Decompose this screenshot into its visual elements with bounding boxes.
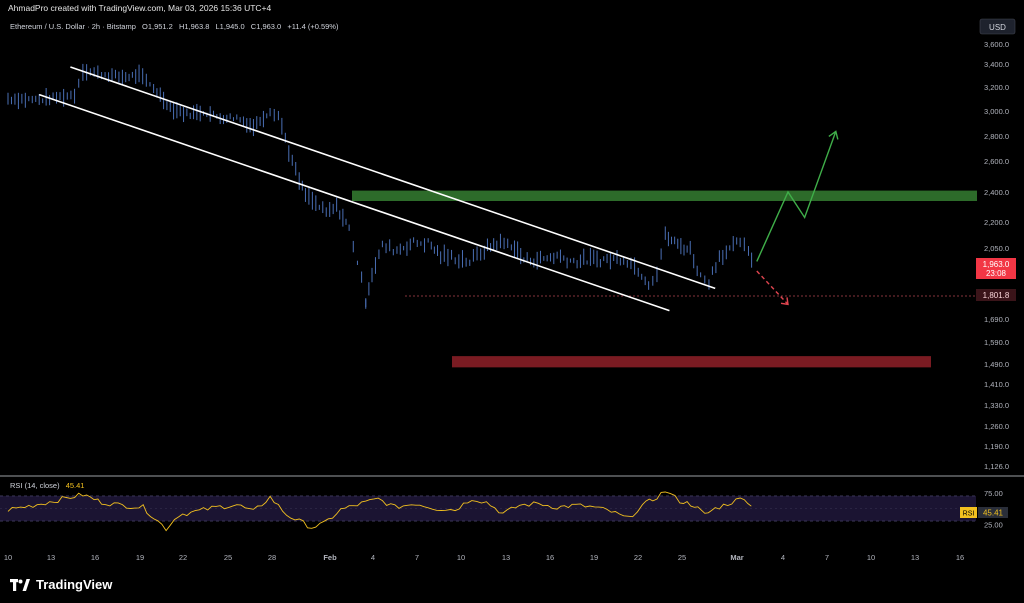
rsi-tick-0: 75.00 [984,489,1003,498]
price-tick-1: 3,400.0 [984,60,1009,69]
support-price-label: 1,801.8 [983,291,1010,300]
price-tick-11: 1,490.0 [984,360,1009,369]
rsi-badge-value: 45.41 [983,509,1004,518]
countdown-label: 23:08 [986,269,1007,278]
rsi-title: RSI (14, close) [10,481,60,490]
tradingview-logo-icon [10,578,30,591]
open-label: O [142,22,148,31]
price-tick-3: 3,000.0 [984,107,1009,116]
bullish-arrowhead [828,130,839,140]
change-value: +11.4 (+0.59%) [287,22,339,31]
time-tick-8: 4 [371,553,375,562]
time-tick-13: 19 [590,553,598,562]
low-label: L [215,22,219,31]
rsi-band [0,495,976,522]
chart-canvas[interactable]: Ethereum / U.S. Dollar · 2h · Bitstamp O… [0,16,1024,566]
channel-lower-line[interactable] [38,93,670,312]
time-tick-2: 16 [91,553,99,562]
rsi-axis[interactable]: 75.00 25.00 [984,489,1003,530]
time-tick-9: 7 [415,553,419,562]
time-axis[interactable]: 10 13 16 19 22 25 28 Feb 4 7 10 13 16 19 22 25 Mar 4 7 10 13… [4,553,964,562]
high-value: 1,963.8 [184,22,209,31]
ohlc-legend: Ethereum / U.S. Dollar · 2h · Bitstamp O… [10,22,339,31]
price-tick-16: 1,126.0 [984,462,1009,471]
current-price-tag: 1,963.0 23:08 [976,258,1016,279]
price-tick-10: 1,590.0 [984,338,1009,347]
price-tick-7: 2,200.0 [984,218,1009,227]
rsi-badge-label: RSI [963,511,975,518]
rsi-legend-value: 45.41 [66,481,85,490]
time-tick-15: 25 [678,553,686,562]
price-tick-14: 1,260.0 [984,422,1009,431]
price-tick-6: 2,400.0 [984,188,1009,197]
rsi-line [7,491,752,532]
footer-brand: TradingView [36,577,113,592]
rsi-value-tag: RSI 45.41 [960,507,1008,518]
time-tick-4: 22 [179,553,187,562]
time-tick-19: 10 [867,553,875,562]
price-axis[interactable]: 3,600.0 3,400.0 3,200.0 3,000.0 2,800.0 2,600… [984,40,1009,471]
time-tick-11: 13 [502,553,510,562]
resistance-zone [352,190,977,201]
rsi-pane: RSI (14, close) 45.41 75.00 25.00 RSI 45.… [0,481,1008,532]
time-tick-5: 25 [224,553,232,562]
price-pane: Ethereum / U.S. Dollar · 2h · Bitstamp O… [0,16,1024,476]
price-tick-2: 3,200.0 [984,83,1009,92]
price-tick-12: 1,410.0 [984,380,1009,389]
high-label: H [179,22,184,31]
resistance-zone-rect[interactable] [352,190,977,201]
price-tick-13: 1,330.0 [984,401,1009,410]
time-tick-21: 16 [956,553,964,562]
currency-label: USD [989,23,1006,32]
channel-upper-line[interactable] [70,66,716,290]
low-value: 1,945.0 [220,22,245,31]
time-tick-3: 19 [136,553,144,562]
time-tick-1: 13 [47,553,55,562]
time-tick-17: 4 [781,553,785,562]
bullish-projection-arrow[interactable] [756,131,837,262]
close-value: 1,963.0 [256,22,281,31]
time-tick-16: Mar [730,553,743,562]
support-zone [452,356,931,368]
support-price-tag: 1,801.8 [976,289,1016,301]
currency-button[interactable]: USD [979,18,1016,35]
rsi-legend: RSI (14, close) 45.41 [10,481,84,490]
time-tick-6: 28 [268,553,276,562]
time-tick-7: Feb [323,553,337,562]
rsi-tick-1: 25.00 [984,520,1003,529]
price-tick-8: 2,050.0 [984,244,1009,253]
price-tick-5: 2,600.0 [984,157,1009,166]
close-label: C [251,22,257,31]
time-tick-0: 10 [4,553,12,562]
support-zone-rect[interactable] [452,356,931,368]
bearish-arrowhead [780,297,789,306]
price-tick-4: 2,800.0 [984,132,1009,141]
chart-caption: AhmadPro created with TradingView.com, M… [8,3,272,13]
price-tick-0: 3,600.0 [984,40,1009,49]
symbol-name: Ethereum / U.S. Dollar · 2h · Bitstamp [10,22,136,31]
time-tick-14: 22 [634,553,642,562]
price-tick-15: 1,190.0 [984,442,1009,451]
time-tick-12: 16 [546,553,554,562]
price-tick-9: 1,690.0 [984,315,1009,324]
time-tick-10: 10 [457,553,465,562]
time-tick-18: 7 [825,553,829,562]
price-series [7,63,753,309]
bearish-projection-arrow[interactable] [756,270,789,305]
open-value: 1,951.2 [148,22,173,31]
footer: TradingView [0,566,1024,603]
time-tick-20: 13 [911,553,919,562]
current-price-label: 1,963.0 [983,260,1010,269]
